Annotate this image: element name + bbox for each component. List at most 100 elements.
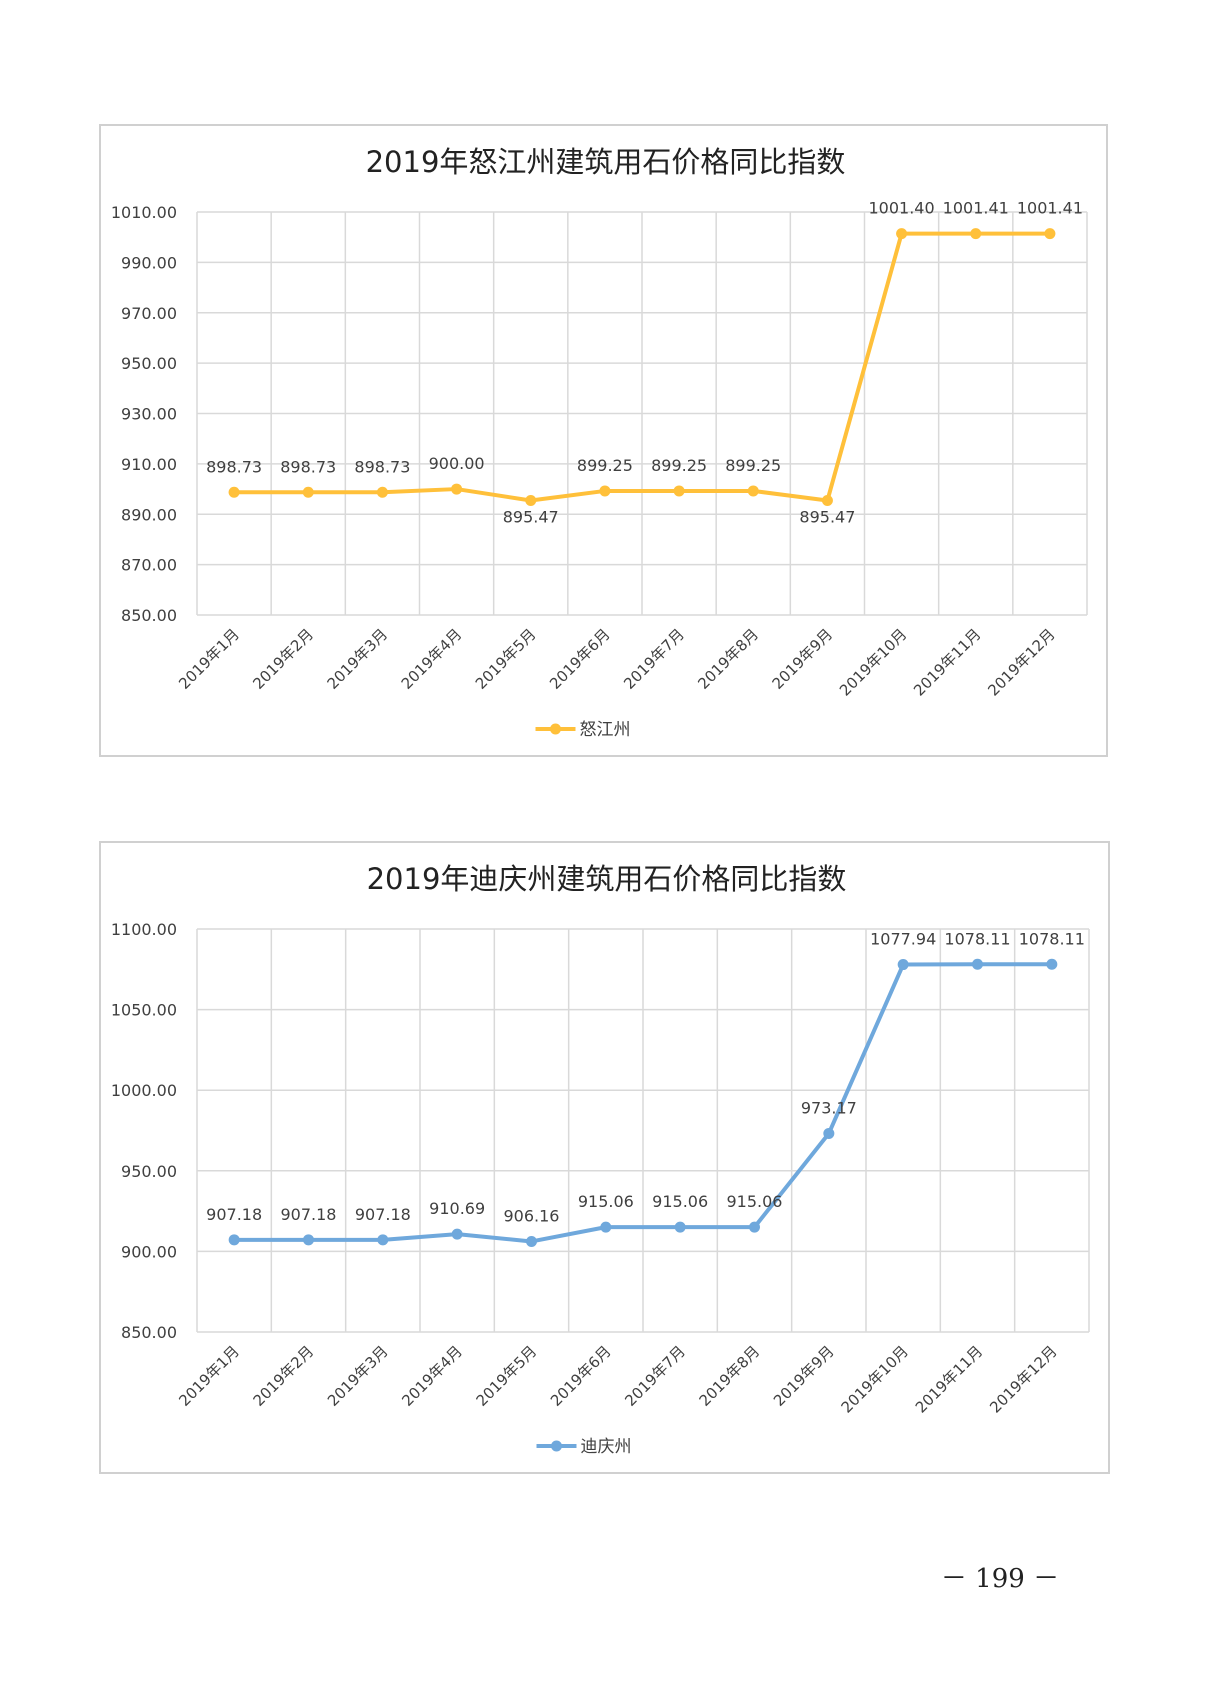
y-tick-label: 990.00 — [121, 253, 177, 272]
x-tick-label: 2019年10月 — [836, 625, 910, 699]
data-point — [1044, 228, 1056, 240]
data-label: 1001.40 — [868, 199, 934, 218]
data-label: 899.25 — [651, 456, 707, 475]
y-tick-label: 1010.00 — [111, 203, 177, 222]
data-label: 899.25 — [725, 456, 781, 475]
data-point — [228, 1234, 240, 1246]
data-point — [302, 486, 314, 498]
chart-nujiang: 2019年怒江州建筑用石价格同比指数 850.00 870.00 890.00 910.… — [99, 124, 1108, 757]
data-point — [1046, 958, 1058, 970]
data-label: 907.18 — [281, 1205, 337, 1224]
chart-nujiang-svg: 2019年怒江州建筑用石价格同比指数 850.00 870.00 890.00 910.… — [111, 145, 1088, 740]
x-tick-label: 2019年4月 — [398, 625, 466, 693]
data-label: 1077.94 — [870, 930, 936, 949]
data-label: 915.06 — [652, 1192, 708, 1211]
legend-label: 怒江州 — [580, 720, 631, 740]
chart-title: 2019年迪庆州建筑用石价格同比指数 — [367, 862, 847, 896]
x-tick-label: 2019年1月 — [175, 1342, 243, 1410]
x-tick-label: 2019年5月 — [472, 625, 540, 693]
data-point — [674, 1221, 686, 1233]
x-tick-label: 2019年3月 — [324, 625, 392, 693]
x-tick-label: 2019年7月 — [621, 1342, 689, 1410]
data-point — [376, 486, 388, 498]
x-tick-label: 2019年11月 — [912, 1342, 986, 1416]
x-tick-label: 2019年12月 — [986, 1342, 1060, 1416]
data-label: 895.47 — [503, 507, 559, 526]
data-point — [526, 1235, 537, 1247]
y-tick-label: 950.00 — [121, 354, 177, 373]
x-tick-label: 2019年9月 — [770, 1342, 838, 1410]
data-label: 898.73 — [206, 457, 262, 476]
x-tick-label: 2019年11月 — [910, 625, 984, 699]
x-tick-label: 2019年12月 — [984, 625, 1058, 699]
data-point — [897, 959, 909, 971]
chart-diqing: 2019年迪庆州建筑用石价格同比指数 850.00 900.00 950.00 1000… — [99, 841, 1110, 1474]
y-tick-label: 890.00 — [121, 505, 177, 524]
data-label: 1078.11 — [944, 929, 1010, 948]
y-tick-label: 900.00 — [121, 1242, 177, 1261]
data-label: 915.06 — [727, 1192, 783, 1211]
x-tick-label: 2019年2月 — [249, 625, 317, 693]
x-tick-label: 2019年1月 — [175, 625, 243, 693]
data-point — [303, 1234, 314, 1246]
y-tick-label: 930.00 — [121, 405, 177, 424]
y-tick-label: 850.00 — [121, 1323, 177, 1342]
data-label: 907.18 — [355, 1205, 411, 1224]
series-line — [234, 962, 1052, 1244]
x-tick-label: 2019年10月 — [838, 1342, 912, 1416]
data-label: 898.73 — [280, 457, 336, 476]
data-label: 910.69 — [429, 1199, 485, 1218]
x-tick-label: 2019年8月 — [694, 625, 762, 693]
y-tick-label: 970.00 — [121, 304, 177, 323]
chart-diqing-svg: 2019年迪庆州建筑用石价格同比指数 850.00 900.00 950.00 1000… — [111, 862, 1090, 1457]
data-label: 915.06 — [578, 1192, 634, 1211]
data-label: 899.25 — [577, 456, 633, 475]
y-tick-label: 1000.00 — [111, 1081, 177, 1100]
x-tick-label: 2019年5月 — [473, 1342, 541, 1410]
y-tick-label: 910.00 — [121, 455, 177, 474]
data-label: 900.00 — [429, 454, 485, 473]
y-tick-label: 950.00 — [121, 1162, 177, 1181]
data-label: 1001.41 — [943, 199, 1009, 218]
x-tick-label: 2019年9月 — [769, 625, 837, 693]
data-label: 898.73 — [354, 457, 410, 476]
x-tick-label: 2019年8月 — [696, 1342, 764, 1410]
data-point — [823, 1127, 835, 1139]
legend-label: 迪庆州 — [581, 1437, 632, 1457]
data-label: 1001.41 — [1017, 199, 1083, 218]
x-tick-label: 2019年2月 — [250, 1342, 318, 1410]
data-point — [749, 1221, 760, 1233]
data-point — [599, 485, 611, 497]
data-point — [970, 228, 982, 240]
data-point — [377, 1234, 389, 1246]
y-tick-label: 1050.00 — [111, 1001, 177, 1020]
y-tick-label: 870.00 — [121, 556, 177, 575]
data-label: 907.18 — [206, 1205, 262, 1224]
data-label: 973.17 — [801, 1098, 857, 1117]
data-point — [673, 485, 685, 497]
x-tick-label: 2019年7月 — [620, 625, 688, 693]
series-line — [234, 231, 1050, 503]
page-number: － 199 － — [940, 1564, 1060, 1594]
data-label: 895.47 — [799, 507, 855, 526]
data-point — [451, 1228, 463, 1240]
data-point — [821, 494, 833, 506]
data-point — [451, 483, 463, 495]
legend-swatch-marker — [550, 723, 561, 735]
x-tick-label: 2019年6月 — [546, 625, 614, 693]
x-tick-label: 2019年4月 — [398, 1342, 466, 1410]
data-point — [896, 228, 908, 240]
data-point — [525, 494, 537, 506]
legend-swatch-marker — [551, 1440, 562, 1452]
data-point — [228, 486, 240, 498]
y-tick-label: 850.00 — [121, 606, 177, 625]
data-point — [972, 958, 983, 970]
data-point — [600, 1221, 612, 1233]
data-label: 1078.11 — [1019, 929, 1085, 948]
x-tick-label: 2019年3月 — [324, 1342, 392, 1410]
chart-title: 2019年怒江州建筑用石价格同比指数 — [366, 145, 846, 179]
y-tick-label: 1100.00 — [111, 920, 177, 939]
data-point — [747, 485, 759, 497]
x-tick-label: 2019年6月 — [547, 1342, 615, 1410]
data-label: 906.16 — [504, 1206, 560, 1225]
